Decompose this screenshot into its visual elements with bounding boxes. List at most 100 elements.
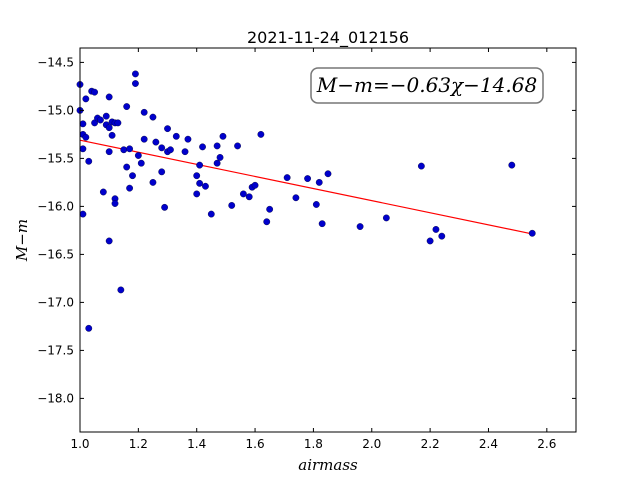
- data-point: [137, 159, 145, 167]
- y-axis-label: M−m: [13, 219, 31, 262]
- y-tick-label: −16.5: [37, 247, 74, 261]
- data-point: [312, 201, 320, 208]
- data-point: [213, 142, 221, 150]
- data-point: [105, 148, 113, 156]
- data-point: [158, 144, 166, 152]
- data-point: [193, 190, 201, 198]
- data-point: [426, 237, 434, 245]
- x-tick-label: 2.2: [421, 437, 440, 451]
- data-point: [120, 146, 128, 154]
- data-point: [132, 80, 139, 87]
- data-point: [149, 178, 157, 186]
- plot-area-frame: [79, 47, 577, 433]
- data-point: [202, 182, 209, 190]
- data-point: [508, 161, 516, 169]
- data-point: [123, 163, 131, 171]
- data-point: [438, 232, 446, 240]
- data-point: [105, 237, 113, 245]
- data-point: [79, 120, 87, 128]
- data-point: [85, 324, 93, 332]
- data-point: [239, 190, 247, 198]
- data-point: [245, 193, 253, 201]
- data-point: [97, 116, 104, 124]
- data-point: [213, 159, 221, 167]
- data-point: [132, 70, 139, 78]
- data-point: [318, 220, 326, 228]
- data-point: [172, 132, 180, 140]
- fit-line: [79, 139, 533, 235]
- data-point: [283, 174, 291, 182]
- x-tick-label: 2.4: [479, 437, 498, 451]
- data-point: [234, 142, 241, 150]
- data-point: [91, 88, 98, 96]
- axis-ticks-layer: 1.0 1.2 1.4 1.6 1.8 2.0 2.2 2.4 2.6 −14.5 −15.0 −15…: [37, 48, 576, 451]
- data-point: [304, 175, 311, 182]
- data-point: [193, 172, 201, 180]
- fit-equation-frame: [310, 67, 544, 104]
- data-point: [149, 113, 157, 121]
- x-tick-label: 2.6: [537, 437, 556, 451]
- data-point: [167, 146, 174, 154]
- data-point: [207, 210, 215, 218]
- data-point: [79, 210, 87, 218]
- data-point: [102, 112, 110, 120]
- data-point: [82, 95, 90, 103]
- data-point: [85, 157, 93, 165]
- data-point: [108, 131, 116, 139]
- data-point: [251, 181, 259, 189]
- data-point: [126, 145, 134, 153]
- x-tick-label: 2.0: [362, 437, 381, 451]
- fit-equation-box: M−m=−0.63χ−14.68: [310, 67, 544, 104]
- x-tick-label: 1.6: [246, 437, 265, 451]
- data-point: [219, 132, 227, 140]
- data-point: [134, 152, 142, 159]
- data-point: [114, 119, 122, 127]
- data-point: [99, 188, 107, 196]
- data-point: [216, 154, 224, 161]
- data-point: [105, 124, 113, 132]
- x-axis-label: airmass: [298, 456, 358, 474]
- data-points-layer: [76, 70, 536, 332]
- data-point: [199, 143, 206, 151]
- data-point: [164, 125, 171, 133]
- data-point: [382, 214, 390, 222]
- data-point: [105, 93, 113, 101]
- y-tick-label: −14.5: [37, 55, 74, 69]
- x-tick-label: 1.0: [70, 437, 89, 451]
- data-point: [129, 172, 136, 180]
- data-point: [292, 194, 300, 202]
- x-tick-label: 1.2: [129, 437, 148, 451]
- y-tick-label: −18.0: [37, 391, 74, 405]
- data-point: [181, 148, 189, 156]
- data-point: [152, 138, 160, 146]
- data-point: [117, 286, 125, 294]
- data-point: [111, 200, 119, 207]
- data-point: [140, 135, 148, 143]
- data-point: [184, 135, 192, 143]
- data-point: [324, 170, 332, 178]
- y-tick-label: −17.5: [37, 343, 74, 357]
- data-point: [266, 205, 274, 213]
- x-tick-label: 1.4: [187, 437, 206, 451]
- y-tick-label: −16.0: [37, 199, 74, 213]
- data-point: [126, 184, 134, 192]
- data-point: [82, 133, 90, 141]
- data-point: [315, 178, 323, 186]
- y-tick-label: −17.0: [37, 295, 74, 309]
- data-point: [140, 108, 148, 116]
- y-tick-label: −15.0: [37, 103, 74, 117]
- fit-line-layer: [79, 139, 533, 235]
- data-point: [161, 203, 169, 211]
- data-point: [528, 229, 536, 237]
- data-point: [432, 226, 440, 233]
- fit-equation-text: M−m=−0.63χ−14.68: [316, 73, 537, 97]
- data-point: [257, 130, 265, 138]
- data-point: [263, 218, 271, 226]
- data-point: [123, 103, 131, 110]
- data-point: [228, 202, 236, 209]
- data-point: [79, 145, 87, 153]
- data-point: [196, 161, 204, 169]
- data-point: [196, 179, 204, 187]
- y-tick-label: −15.5: [37, 151, 74, 165]
